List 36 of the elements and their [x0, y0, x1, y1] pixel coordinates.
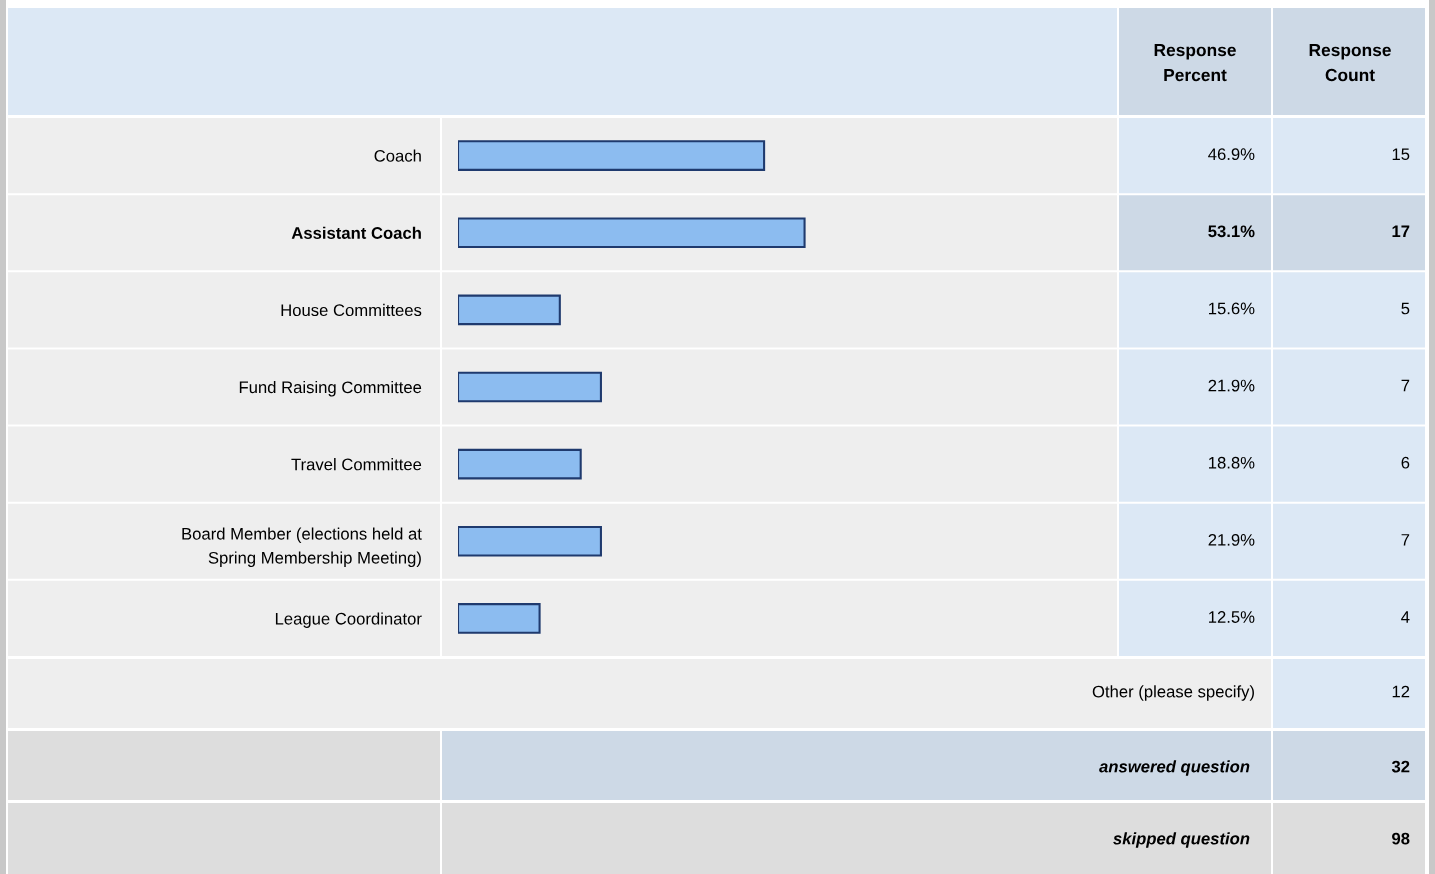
- text: 32: [1391, 760, 1410, 773]
- y-tick-label: Coach: [374, 149, 421, 162]
- bar: [458, 525, 602, 557]
- data-label: 18.8%: [1209, 456, 1255, 469]
- y-tick-label: House Committees: [281, 303, 422, 317]
- text: 15: [1392, 148, 1410, 161]
- text: 12: [1392, 685, 1410, 698]
- y-tick-label: Travel Committee: [291, 458, 422, 471]
- text: Response Percent: [1154, 44, 1236, 82]
- data-label: 15.6%: [1209, 302, 1255, 315]
- y-tick-label: Fund Raising Committee: [239, 380, 422, 397]
- text: 4: [1401, 611, 1410, 623]
- text: skipped question: [1113, 832, 1250, 848]
- text: Response Count: [1309, 44, 1391, 82]
- bar: [458, 217, 806, 249]
- data-label: 21.9%: [1208, 379, 1255, 392]
- y-tick-label: Board Member (elections held at Spring Membership Meeting): [182, 527, 422, 568]
- text: 98: [1392, 832, 1410, 845]
- text: 17: [1392, 225, 1410, 238]
- text: Other (please specify): [1092, 685, 1254, 701]
- bar: [458, 371, 602, 403]
- bar: [458, 140, 766, 171]
- text: answered question: [1099, 760, 1250, 776]
- data-label: 21.9%: [1208, 533, 1255, 546]
- text: 5: [1401, 302, 1410, 315]
- data-label: 46.9%: [1208, 148, 1255, 161]
- bar: [458, 448, 582, 480]
- data-label: 53.1%: [1208, 225, 1255, 238]
- bar: [458, 603, 541, 634]
- y-tick-label: League Coordinator: [275, 612, 422, 628]
- data-label: 12.5%: [1209, 611, 1255, 623]
- y-tick-label: Assistant Coach: [291, 226, 421, 239]
- text: 7: [1401, 379, 1410, 392]
- bar: [458, 294, 561, 326]
- text: 7: [1401, 534, 1410, 546]
- text: 6: [1401, 456, 1410, 469]
